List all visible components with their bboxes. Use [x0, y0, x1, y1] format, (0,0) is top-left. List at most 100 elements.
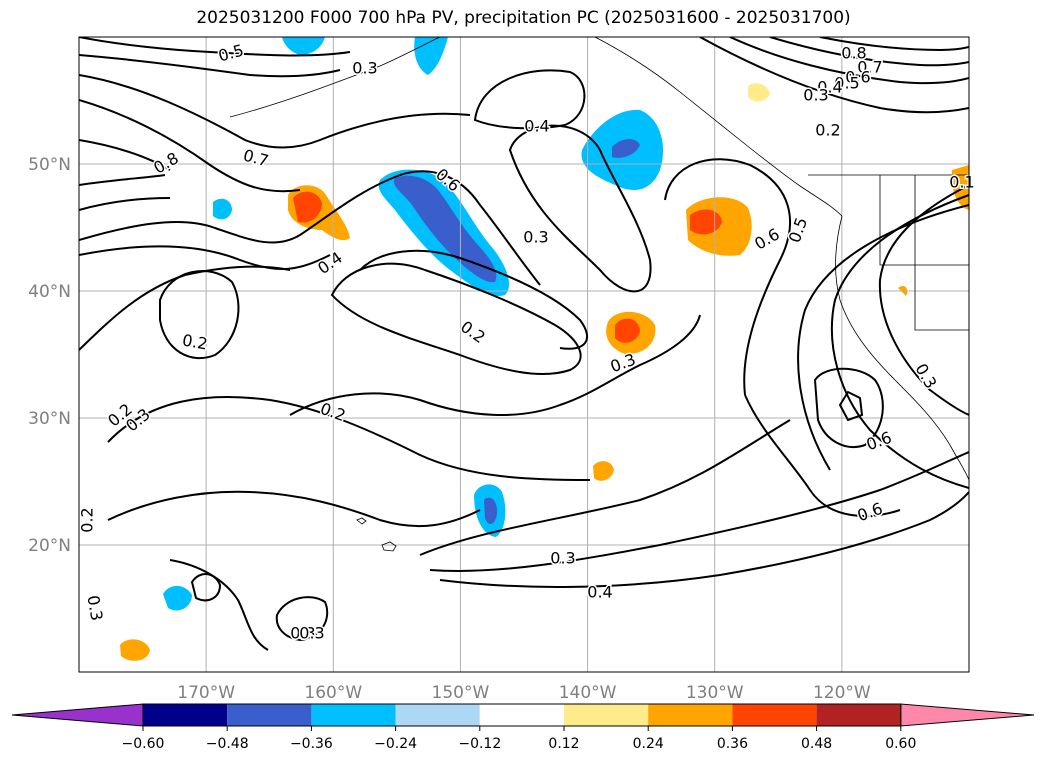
- colorbar-tick-label: 0.36: [717, 736, 748, 752]
- pv-contour: [744, 394, 901, 517]
- pv-contour-label: 0.3: [290, 624, 315, 643]
- colorbar-tick-label: −0.24: [374, 736, 417, 752]
- colorbar-cell: [479, 704, 564, 726]
- precip-shade-pos-east-core: [690, 209, 722, 235]
- colorbar-tick-label: 0.12: [548, 736, 579, 752]
- hawaii-island-1: [381, 541, 397, 552]
- colorbar-cell: [564, 704, 649, 726]
- pv-contour: [664, 158, 791, 396]
- map-axis-labels: 170°W 160°W 150°W 140°W 130°W 120°W 20°N 30°N 40…: [28, 155, 871, 703]
- gridlines: [79, 37, 969, 672]
- x-tick-label: 160°W: [304, 683, 362, 703]
- colorbar-tick-labels: −0.60 −0.48 −0.36 −0.24 −0.12 0.12 0.24 0.36 0.4…: [122, 726, 916, 752]
- precip-shade-neg-sw: [163, 585, 192, 611]
- colorbar-cell: [227, 704, 312, 726]
- pv-contour: [190, 573, 222, 602]
- pv-contour: [79, 174, 166, 186]
- pv-contour-label: 0.3: [550, 549, 575, 568]
- pv-contour-label: 0.3: [803, 86, 828, 105]
- pv-contour-label: 0.6: [845, 68, 870, 87]
- pv-contour: [79, 245, 331, 271]
- precip-shade-neg-ne-core: [612, 139, 640, 158]
- y-tick-label: 50°N: [28, 155, 71, 175]
- pv-contour: [429, 451, 969, 572]
- pv-contour-label: 0.2: [78, 507, 97, 532]
- colorbar-tick-label: −0.60: [122, 736, 165, 752]
- pv-contour-label: 0.8: [841, 44, 866, 63]
- pv-contour: [439, 491, 969, 588]
- colorbar-cell: [395, 704, 480, 726]
- pv-contour: [830, 194, 969, 489]
- x-tick-label: 130°W: [686, 683, 744, 703]
- colorbar-tick-label: −0.12: [458, 736, 501, 752]
- pv-contour: [107, 490, 481, 528]
- precip-shade-neg-south-core: [484, 497, 498, 524]
- chart-title: 2025031200 F000 700 hPa PV, precipitatio…: [196, 8, 851, 28]
- y-tick-label: 30°N: [28, 409, 71, 429]
- colorbar-cell: [648, 704, 733, 726]
- colorbar-cell: [816, 704, 901, 726]
- colorbar-cell: [311, 704, 396, 726]
- colorbar-extend-low: [11, 703, 144, 727]
- precip-shade-pos-east-edge: [951, 165, 969, 210]
- pv-contour-label: 0.3: [523, 228, 548, 247]
- state-border-1: [879, 175, 969, 266]
- pv-contour: [289, 314, 701, 417]
- colorbar-frame: [142, 703, 902, 727]
- pv-contour: [79, 74, 471, 149]
- coastline-layer: [229, 37, 969, 552]
- precip-shade-pos-west-core: [293, 191, 322, 223]
- pv-contour-label: 0.5: [834, 74, 859, 93]
- pv-contour: [107, 396, 591, 481]
- pv-contour: [508, 124, 652, 293]
- pv-contour: [330, 262, 582, 376]
- pv-contour-label: 0.4: [817, 78, 842, 97]
- coastline-west-coast: [835, 215, 969, 481]
- pv-contour: [419, 419, 791, 556]
- colorbar-tick-label: 0.24: [633, 736, 664, 752]
- pv-contour-layer: [79, 37, 969, 651]
- hawaii-island-2: [356, 517, 367, 525]
- precip-shade-pos-ne: [748, 83, 770, 102]
- pv-contour-label: 0.3: [83, 594, 106, 622]
- pv-contour-label: 0.7: [857, 58, 882, 77]
- precip-shade-neg-west: [213, 198, 232, 220]
- x-tick-label: 170°W: [177, 683, 235, 703]
- pv-contour-label: 0.1: [949, 173, 974, 192]
- colorbar-cell: [143, 704, 228, 726]
- precip-shade-pos-south: [593, 461, 614, 481]
- pv-contour: [359, 249, 589, 350]
- pv-contour: [473, 69, 586, 130]
- precip-shade-pos-sw: [120, 639, 150, 661]
- y-tick-label: 40°N: [28, 282, 71, 302]
- pv-contour: [769, 37, 969, 67]
- pv-contour: [819, 37, 969, 52]
- pv-contour: [275, 596, 329, 642]
- pv-contour-label: 0.3: [352, 59, 377, 78]
- precip-shade-neg-top2: [414, 37, 448, 75]
- map-frame: [78, 36, 970, 673]
- colorbar-tick-label: 0.48: [801, 736, 832, 752]
- pv-contour: [699, 37, 969, 114]
- pv-contour-label: 0.4: [524, 117, 549, 136]
- coastline-alaska: [229, 37, 441, 118]
- pv-contour: [729, 37, 969, 85]
- colorbar-tick-label: −0.48: [206, 736, 249, 752]
- pv-contour-label: 0.3: [299, 624, 324, 643]
- colorbar-extend-high: [900, 703, 1035, 727]
- pv-contour-label: 0.4: [587, 583, 612, 602]
- pv-contour: [169, 559, 269, 651]
- precip-shade-neg-gulf-core: [393, 175, 497, 283]
- pv-contour: [79, 197, 171, 211]
- colorbar: −0.60 −0.48 −0.36 −0.24 −0.12 0.12 0.24 0.36 0.4…: [11, 703, 1035, 752]
- y-tick-label: 20°N: [28, 536, 71, 556]
- map-plot-area: 0.50.30.8 0.70.40.60.20.40.30.20.20.30.30…: [28, 36, 976, 703]
- coastline-alaska-panhandle: [594, 37, 843, 217]
- pv-contour: [159, 270, 240, 360]
- pv-contour: [79, 54, 341, 78]
- pv-contour: [79, 37, 351, 57]
- colorbar-tick-label: 0.60: [885, 736, 916, 752]
- colorbar-cells: [11, 703, 1035, 727]
- x-tick-label: 150°W: [432, 683, 490, 703]
- precip-shade-pos-center-core: [615, 318, 640, 343]
